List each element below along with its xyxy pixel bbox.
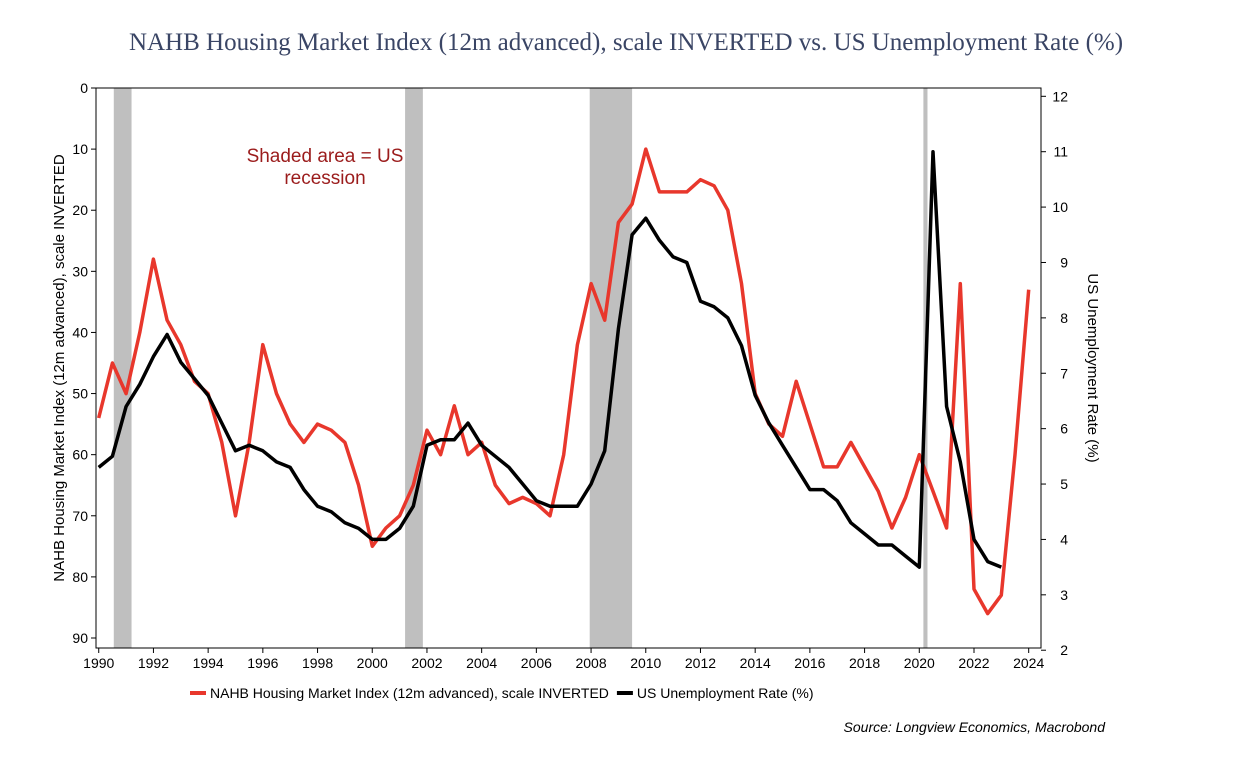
- y2-tick-label: 4: [1060, 531, 1068, 547]
- legend-label: NAHB Housing Market Index (12m advanced)…: [210, 685, 609, 701]
- y2-tick-label: 5: [1060, 476, 1068, 492]
- series-line: [97, 147, 1031, 616]
- x-tick-label: 2010: [630, 655, 661, 671]
- legend-label: US Unemployment Rate (%): [637, 685, 814, 701]
- y-tick-label: 90: [72, 630, 88, 646]
- series-line: [97, 149, 1002, 569]
- y2-tick-label: 12: [1052, 88, 1068, 104]
- y-tick-label: 70: [72, 508, 88, 524]
- y-tick-label: 40: [72, 324, 88, 340]
- y-tick-label: 50: [72, 386, 88, 402]
- x-tick-label: 2002: [411, 655, 442, 671]
- x-tick-label: 2022: [958, 655, 989, 671]
- x-tick-label: 1996: [247, 655, 278, 671]
- x-tick-label: 1998: [302, 655, 333, 671]
- x-tick-label: 1992: [138, 655, 169, 671]
- y2-tick-label: 8: [1060, 310, 1068, 326]
- y2-tick-label: 6: [1060, 421, 1068, 437]
- recession-band: [113, 88, 132, 648]
- x-tick-label: 2006: [521, 655, 552, 671]
- x-tick-label: 2000: [357, 655, 388, 671]
- y2-tick-label: 2: [1060, 642, 1068, 658]
- y-tick-label: 30: [72, 263, 88, 279]
- source: Source: Longview Economics, Macrobond: [844, 719, 1107, 735]
- chart-title: NAHB Housing Market Index (12m advanced)…: [129, 29, 1123, 56]
- x-tick-label: 2016: [794, 655, 825, 671]
- y-tick-label: 80: [72, 569, 88, 585]
- y-axis-label: NAHB Housing Market Index (12m advanced)…: [51, 154, 68, 582]
- annotation: Shaded area = US recession: [247, 146, 404, 189]
- plot-frame: [95, 87, 1042, 649]
- x-tick-label: 2012: [685, 655, 716, 671]
- x-tick-label: 1990: [83, 655, 114, 671]
- y2-tick-label: 10: [1052, 199, 1068, 215]
- y2-tick-label: 9: [1060, 254, 1068, 270]
- y2-axis-label: US Unemployment Rate (%): [1084, 273, 1101, 462]
- recession-band: [405, 88, 423, 648]
- x-tick-label: 2014: [740, 655, 771, 671]
- y2-tick-label: 7: [1060, 365, 1068, 381]
- x-tick-label: 2008: [575, 655, 606, 671]
- lines: [97, 147, 1031, 616]
- x-tick-label: 1994: [193, 655, 224, 671]
- y-tick-label: 20: [72, 202, 88, 218]
- x-tick-label: 2024: [1013, 655, 1044, 671]
- y-tick-label: 10: [72, 141, 88, 157]
- x-tick-label: 2004: [466, 655, 497, 671]
- y-tick-label: 0: [80, 80, 88, 96]
- x-tick-label: 2020: [904, 655, 935, 671]
- y-tick-label: 60: [72, 447, 88, 463]
- x-tick-label: 2018: [849, 655, 880, 671]
- y2-tick-label: 3: [1060, 587, 1068, 603]
- recession-band: [589, 88, 633, 648]
- y2-tick-label: 11: [1053, 144, 1068, 160]
- legend: NAHB Housing Market Index (12m advanced)…: [190, 685, 814, 701]
